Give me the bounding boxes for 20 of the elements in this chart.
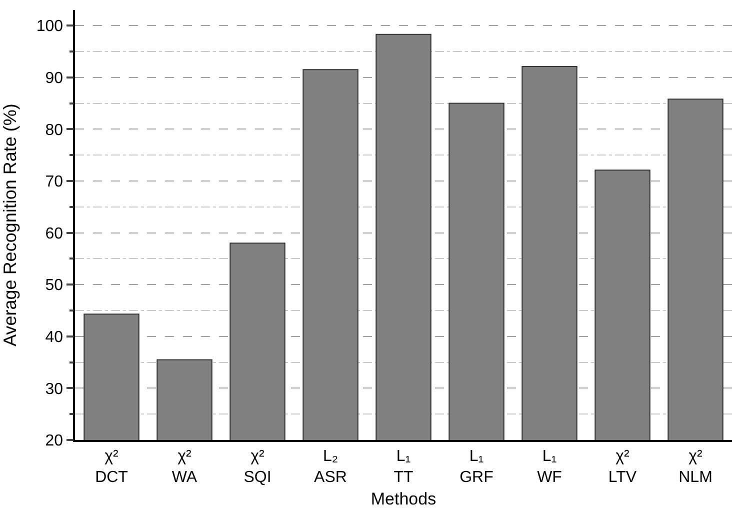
y-axis-title: Average Recognition Rate (%) bbox=[0, 104, 20, 346]
x-tick-label: χ² LTV bbox=[608, 448, 637, 486]
y-tick-label: 20 bbox=[45, 432, 64, 450]
x-tick-label: χ² SQI bbox=[244, 448, 272, 486]
x-axis-title: Methods bbox=[370, 490, 436, 509]
x-tick-label: L₁ GRF bbox=[460, 448, 494, 486]
y-tick-label: 60 bbox=[45, 225, 64, 242]
y-tick-label: 90 bbox=[45, 70, 64, 87]
x-tick-label: L₁ TT bbox=[394, 448, 414, 486]
x-tick-label: L₂ ASR bbox=[314, 448, 347, 486]
y-tick-label: 100 bbox=[36, 18, 64, 36]
x-tick-label: χ² DCT bbox=[95, 448, 128, 486]
x-tick-label: L₁ WF bbox=[537, 448, 562, 486]
y-tick-label: 80 bbox=[45, 122, 64, 139]
y-tick-label: 40 bbox=[45, 328, 64, 346]
x-tick-label: χ² NLM bbox=[678, 448, 712, 486]
y-tick-label: 50 bbox=[45, 277, 64, 294]
y-tick-label: 30 bbox=[45, 380, 64, 398]
x-tick-label: χ² WA bbox=[172, 448, 198, 486]
y-tick-label: 70 bbox=[45, 174, 64, 191]
